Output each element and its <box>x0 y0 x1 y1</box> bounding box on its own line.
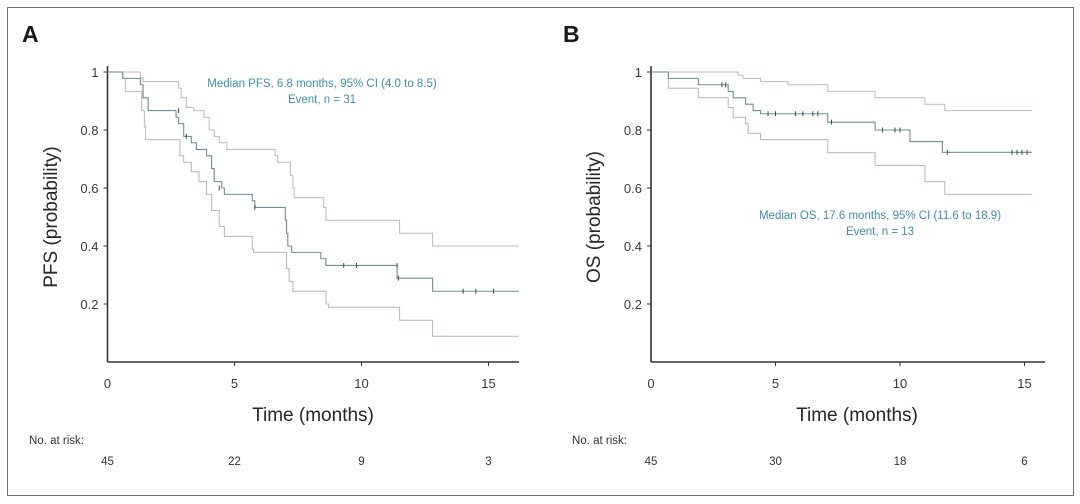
panel-b: B Median OS, 17.6 months, 95% CI (11.6 t… <box>563 21 1045 468</box>
risk-table-label: No. at risk: <box>572 435 627 447</box>
risk-table-value: 18 <box>894 456 907 468</box>
risk-table-value: 45 <box>645 456 658 468</box>
y-tick-label: 0.4 <box>80 239 98 254</box>
ci-upper-curve <box>651 71 1032 112</box>
figure-frame <box>7 7 1074 496</box>
risk-table-value: 9 <box>358 456 364 468</box>
y-axis-title: OS (probability) <box>584 151 605 283</box>
y-tick-label: 1 <box>635 65 642 80</box>
y-tick-label: 0.8 <box>624 123 642 138</box>
x-axis-title: Time (months) <box>252 405 374 426</box>
risk-table-value: 45 <box>101 456 114 468</box>
x-tick-label: 10 <box>354 376 368 391</box>
x-axis-title: Time (months) <box>796 405 918 426</box>
y-tick-label: 0.6 <box>80 181 98 196</box>
y-tick-label: 0.6 <box>624 181 642 196</box>
y-tick-label: 0.8 <box>80 123 98 138</box>
ci-lower-curve <box>107 71 519 337</box>
x-tick-label: 15 <box>481 376 495 391</box>
x-tick-label: 5 <box>772 376 779 391</box>
x-tick-label: 5 <box>231 376 238 391</box>
annotation-median-pfs: Median PFS, 6.8 months, 95% CI (4.0 to 8… <box>207 78 437 90</box>
x-tick-label: 10 <box>893 376 907 391</box>
y-tick-label: 0.2 <box>624 297 642 312</box>
risk-table-value: 30 <box>769 456 782 468</box>
x-tick-label: 15 <box>1017 376 1031 391</box>
panel-label-a: A <box>22 21 39 47</box>
survival-curve-estimate <box>107 71 519 292</box>
annotation-event-count: Event, n = 13 <box>846 226 914 238</box>
risk-table-value: 3 <box>485 456 491 468</box>
y-tick-label: 0.2 <box>80 297 98 312</box>
panel-a: A Median PFS, 6.8 months, 95% CI (4.0 to… <box>22 21 519 468</box>
y-tick-label: 1 <box>91 65 98 80</box>
risk-table-value: 6 <box>1021 456 1027 468</box>
ci-upper-curve <box>107 71 519 247</box>
x-tick-label: 0 <box>647 376 654 391</box>
risk-table-value: 22 <box>228 456 241 468</box>
ci-lower-curve <box>651 71 1032 195</box>
risk-table-label: No. at risk: <box>29 435 84 447</box>
x-tick-label: 0 <box>104 376 111 391</box>
y-tick-label: 0.4 <box>624 239 642 254</box>
annotation-median-os: Median OS, 17.6 months, 95% CI (11.6 to … <box>759 210 1001 222</box>
survival-curve-estimate <box>651 71 1032 153</box>
y-axis-title: PFS (probability) <box>41 146 62 288</box>
panel-label-b: B <box>563 21 580 47</box>
annotation-event-count: Event, n = 31 <box>288 94 356 106</box>
